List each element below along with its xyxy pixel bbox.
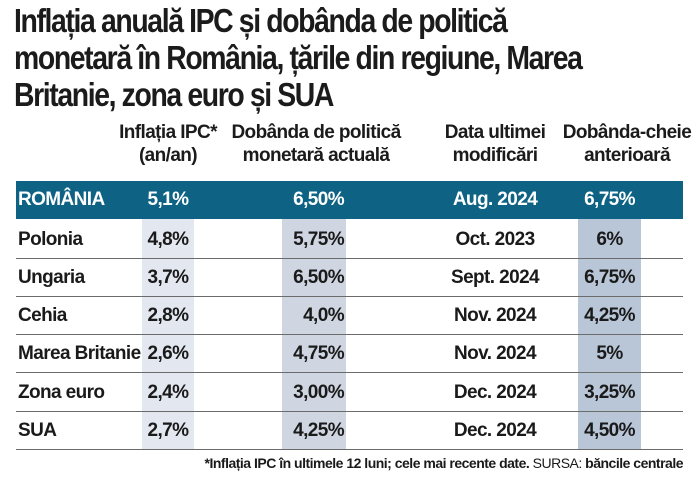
table-row: SUA 2,7% 4,25% Dec. 2024 4,50% (16, 412, 683, 450)
table-row: Ungaria 3,7% 6,50% Sept. 2024 6,75% (16, 259, 683, 297)
policy-rate-cell: 6,50% (293, 189, 344, 210)
policy-rate-cell: 4,75% (293, 343, 344, 364)
country-cell: Marea Britanie (18, 343, 141, 364)
previous-rate-cell: 6,75% (584, 189, 635, 210)
inflation-cell: 2,7% (147, 420, 190, 441)
country-cell: Ungaria (18, 267, 85, 288)
title-line-2: monetară în România, țările din regiune,… (14, 39, 583, 76)
policy-rate-cell: 3,00% (293, 382, 344, 403)
header-inflation-line1: Inflația IPC* (119, 122, 217, 143)
policy-rate-cell: 6,50% (293, 267, 344, 288)
inflation-cell: 2,4% (147, 382, 190, 403)
footnote-note: *Inflația IPC în ultimele 12 luni; cele … (204, 455, 530, 471)
country-cell: ROMÂNIA (18, 189, 105, 210)
table-row: Polonia 4,8% 5,75% Oct. 2023 6% (16, 221, 683, 259)
previous-rate-cell: 6% (596, 229, 623, 250)
inflation-cell: 4,8% (147, 229, 190, 250)
policy-rate-cell: 4,25% (293, 420, 344, 441)
country-cell: Zona euro (18, 382, 105, 403)
policy-rate-cell: 5,75% (293, 229, 344, 250)
inflation-cell: 2,8% (147, 305, 190, 326)
country-cell: SUA (18, 420, 57, 441)
header-date-line1: Data ultimei (444, 122, 546, 143)
table-row: Zona euro 2,4% 3,00% Dec. 2024 3,25% (16, 374, 683, 412)
source-label: SURSA: (529, 455, 586, 471)
header-policy-rate: Dobânda de politică monetară actuală (225, 121, 407, 167)
header-policy-line1: Dobânda de politică (231, 122, 401, 143)
previous-rate-cell: 4,25% (584, 305, 635, 326)
footnote: *Inflația IPC în ultimele 12 luni; cele … (204, 454, 684, 472)
table-row: Marea Britanie 2,6% 4,75% Nov. 2024 5% (16, 335, 683, 373)
inflation-cell: 5,1% (147, 189, 190, 210)
romania-highlight-row: ROMÂNIA 5,1% 6,50% Aug. 2024 6,75% (16, 181, 683, 219)
previous-rate-cell: 4,50% (584, 420, 635, 441)
last-change-cell: Nov. 2024 (454, 343, 537, 364)
header-date-line2: modificări (452, 145, 538, 166)
last-change-cell: Oct. 2023 (455, 229, 535, 250)
header-inflation: Inflația IPC* (an/an) (112, 121, 224, 167)
source-name: băncile centrale (585, 455, 683, 471)
title-line-1: Inflația anuală IPC și dobânda de politi… (14, 2, 508, 39)
table-row: Cehia 2,8% 4,0% Nov. 2024 4,25% (16, 297, 683, 335)
previous-rate-cell: 6,75% (584, 267, 635, 288)
title-line-3: Britanie, zona euro și SUA (14, 76, 334, 113)
header-prev-line1: Dobânda-cheie (562, 122, 692, 143)
policy-rate-cell: 4,0% (303, 305, 345, 326)
last-change-cell: Aug. 2024 (452, 189, 538, 210)
previous-rate-cell: 5% (596, 343, 623, 364)
page-title: Inflația anuală IPC și dobânda de politi… (14, 2, 693, 113)
last-change-cell: Sept. 2024 (451, 267, 540, 288)
header-inflation-line2: (an/an) (138, 145, 198, 166)
country-cell: Polonia (18, 229, 83, 250)
header-policy-line2: monetară actuală (242, 145, 390, 166)
header-last-change: Data ultimei modificări (430, 121, 560, 167)
header-prev-line2: anterioară (584, 145, 670, 166)
country-cell: Cehia (18, 305, 67, 326)
inflation-cell: 2,6% (147, 343, 190, 364)
last-change-cell: Nov. 2024 (454, 305, 537, 326)
inflation-cell: 3,7% (147, 267, 190, 288)
previous-rate-cell: 3,25% (584, 382, 635, 403)
header-previous-rate: Dobânda-cheie anterioară (562, 121, 692, 167)
last-change-cell: Dec. 2024 (453, 382, 537, 403)
last-change-cell: Dec. 2024 (453, 420, 537, 441)
